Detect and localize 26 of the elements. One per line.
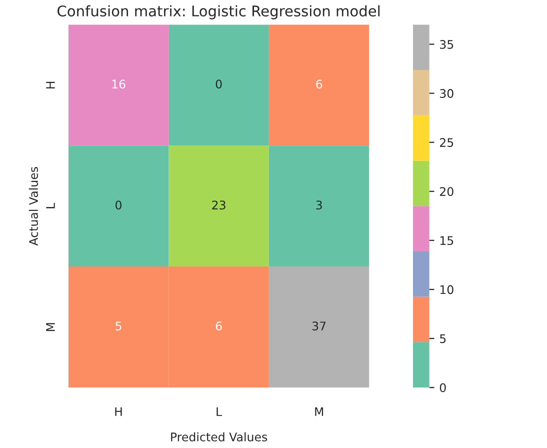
y-tick-label: M	[46, 323, 55, 331]
data-label: 0	[116, 200, 122, 210]
color-bar-label: 15	[440, 236, 454, 246]
x-axis-title: Predicted Values	[171, 432, 268, 442]
data-label: 0	[216, 80, 222, 89]
x-tick-label: M	[315, 407, 324, 416]
color-bar-label: 30	[440, 89, 454, 98]
y-axis-title: Actual Values	[28, 167, 38, 246]
color-bar-label: 20	[440, 187, 454, 196]
x-tick-label: L	[216, 407, 222, 416]
data-label: 3	[316, 200, 322, 210]
color-bar-label: 35	[440, 40, 454, 49]
data-label: 37	[312, 322, 326, 330]
data-label: 5	[116, 322, 122, 330]
color-bar-label: 0	[440, 383, 446, 392]
x-tick-label: H	[115, 407, 122, 416]
data-label: 6	[316, 80, 322, 89]
y-tick-label: H	[46, 82, 55, 88]
data-label: 6	[216, 322, 222, 330]
color-bar-label: 10	[440, 285, 454, 294]
chart-title: Confusion matrix: Logistic Regression model	[58, 5, 380, 20]
data-label: 23	[212, 200, 226, 210]
color-bar-label: 25	[440, 138, 454, 147]
y-tick-label: L	[46, 202, 55, 208]
data-label: 16	[112, 80, 126, 89]
color-bar-label: 5	[440, 334, 446, 344]
